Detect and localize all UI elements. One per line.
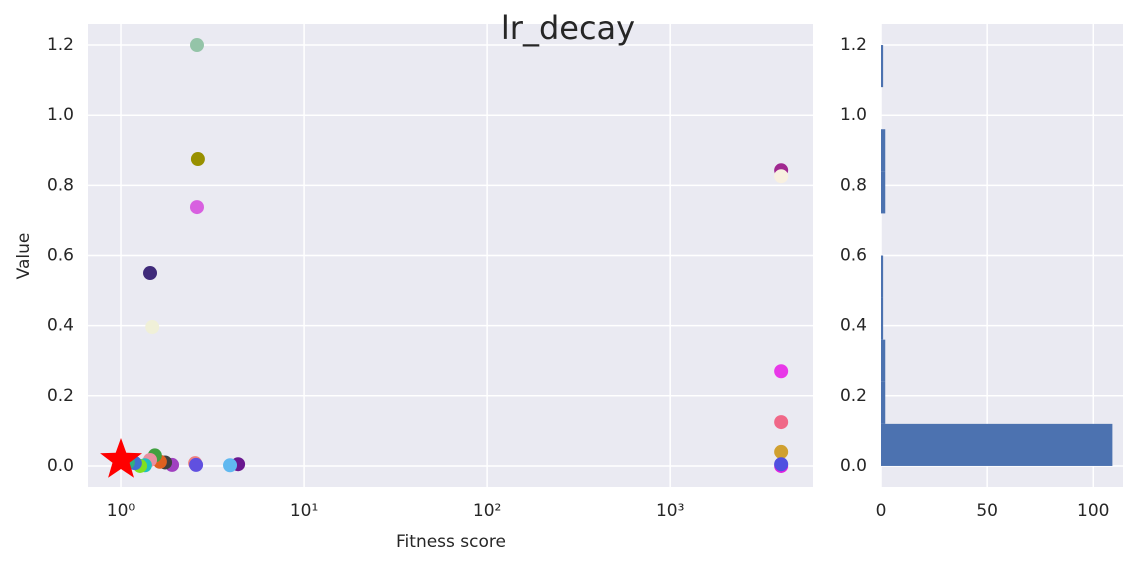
hist-bar [881, 129, 886, 172]
x-tick-label: 10⁰ [107, 501, 136, 521]
chart-title: lr_decay [501, 9, 635, 47]
x-axis-label: Fitness score [396, 532, 506, 552]
y-tick-label: 1.0 [840, 105, 867, 125]
y-tick-label: 0.8 [840, 175, 867, 195]
point [223, 458, 238, 473]
hist-bar [881, 255, 884, 298]
point [774, 457, 789, 472]
y-tick-label: 0.4 [47, 316, 74, 336]
hist-bar [881, 45, 884, 88]
point [774, 364, 789, 379]
y-tick-label: 0.2 [47, 386, 74, 406]
y-tick-label: 0.8 [47, 175, 74, 195]
hist-bar [881, 381, 886, 424]
y-tick-label: 0.2 [840, 386, 867, 406]
y-tick-label: 0.0 [47, 456, 74, 476]
point [189, 38, 204, 53]
y-axis-label: Value [14, 233, 34, 280]
point [774, 415, 789, 430]
hist-bar [881, 423, 1113, 466]
hist-bar [881, 339, 886, 382]
point [774, 444, 789, 459]
hist-bar [881, 297, 884, 340]
y-tick-label: 0.6 [840, 246, 867, 266]
y-tick-label: 0.0 [840, 456, 867, 476]
point [145, 320, 160, 335]
y-tick-label: 0.6 [47, 246, 74, 266]
y-tick-label: 1.0 [47, 105, 74, 125]
y-tick-label: 1.2 [47, 35, 74, 55]
x-tick-label: 10¹ [290, 501, 318, 521]
x-tick-label: 50 [976, 501, 998, 521]
point [143, 266, 158, 281]
hist-bar [881, 171, 886, 214]
x-tick-label: 10³ [656, 501, 684, 521]
x-tick-label: 0 [876, 501, 887, 521]
point [774, 169, 789, 184]
point [189, 457, 204, 472]
y-tick-label: 0.4 [840, 316, 867, 336]
point [190, 152, 205, 167]
x-tick-label: 10² [473, 501, 501, 521]
x-tick-label: 100 [1077, 501, 1109, 521]
point [189, 200, 204, 215]
best-point [100, 438, 142, 478]
marks [88, 24, 1123, 487]
y-tick-label: 1.2 [840, 35, 867, 55]
